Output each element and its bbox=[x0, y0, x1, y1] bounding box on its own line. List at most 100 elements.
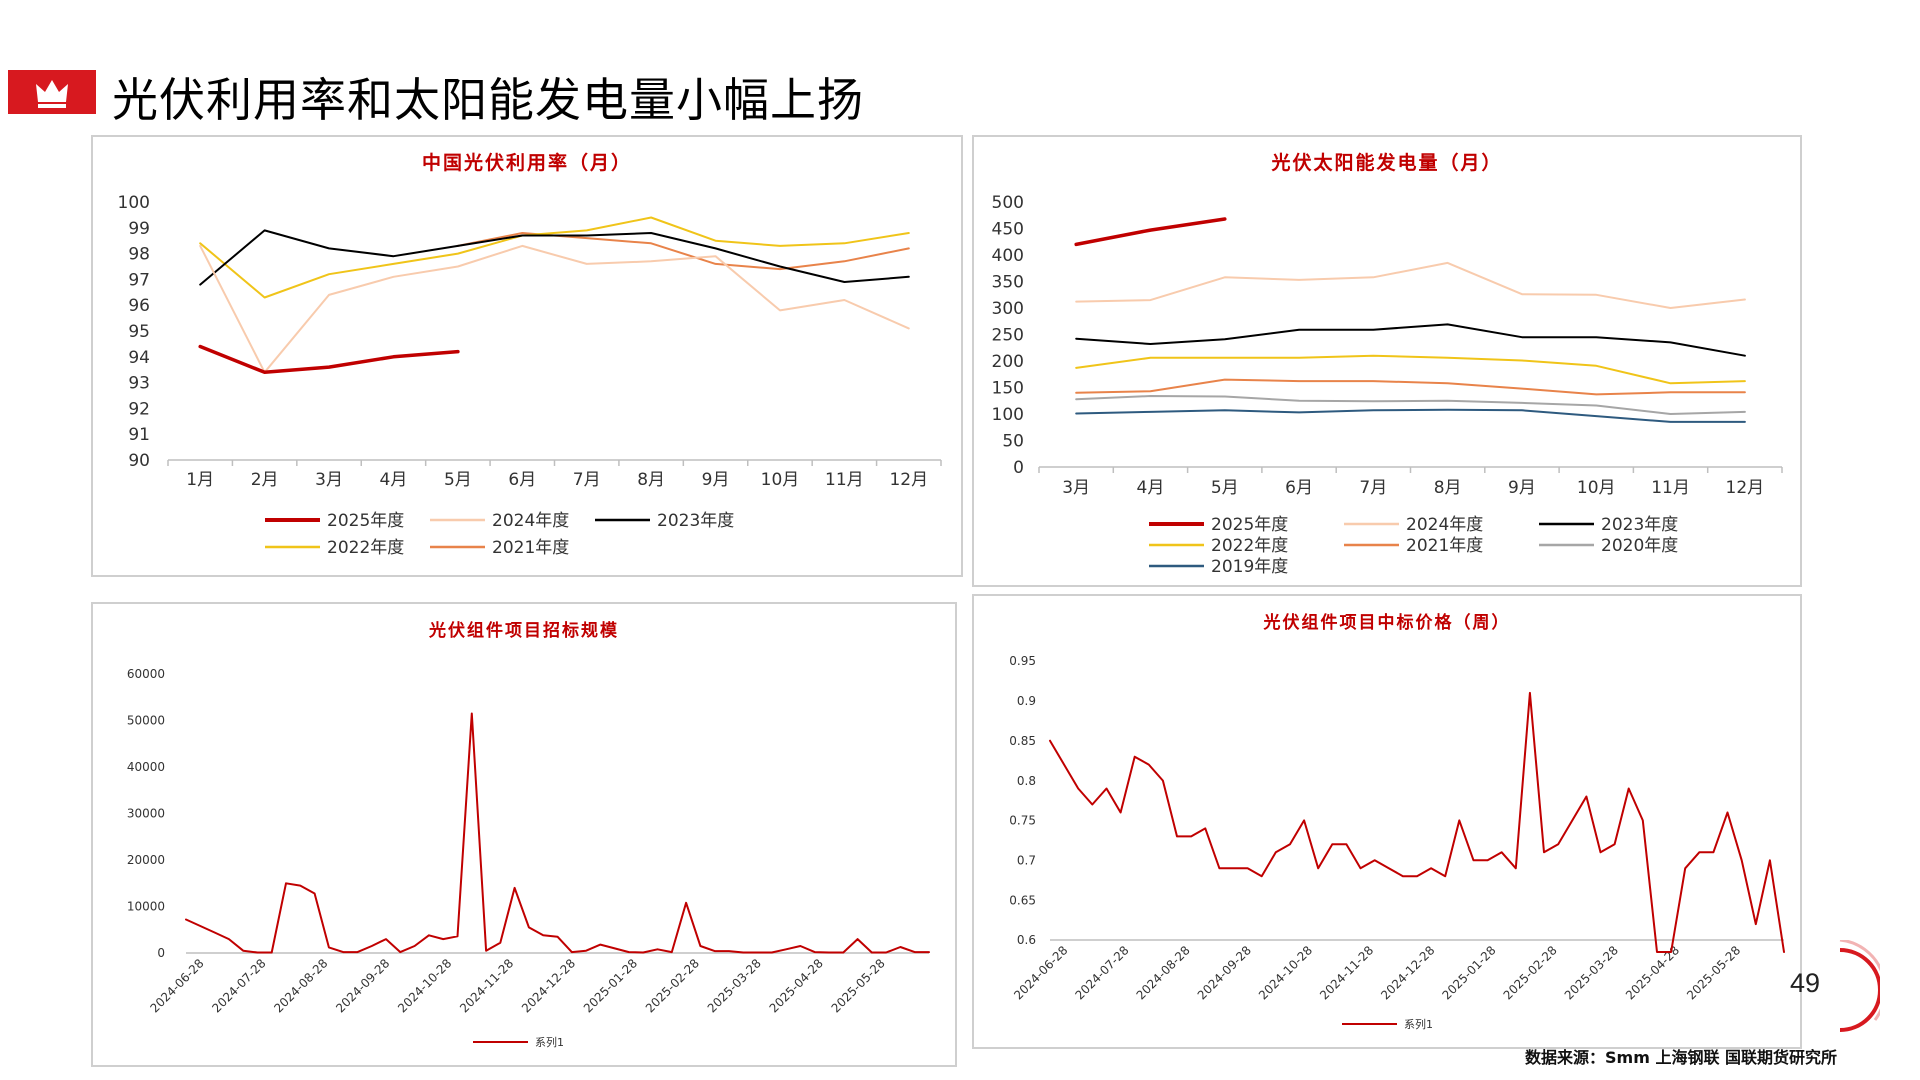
x-tick-label: 8月 bbox=[637, 470, 665, 490]
y-tick-label: 0.85 bbox=[1009, 734, 1036, 748]
y-tick-label: 400 bbox=[992, 246, 1024, 266]
y-tick-label: 95 bbox=[128, 322, 150, 342]
y-tick-label: 40000 bbox=[127, 760, 165, 774]
legend-label: 2025年度 bbox=[1211, 515, 1288, 535]
x-tick-label: 2025-01-28 bbox=[1439, 943, 1498, 1002]
chart-panel-tender-scale: 光伏组件项目招标规模 60000 50000 40000 30000 20000 10000… bbox=[91, 602, 957, 1067]
x-tick-label: 2024-11-28 bbox=[457, 956, 516, 1015]
y-tick-label: 20000 bbox=[127, 853, 165, 867]
tender-scale-chart: 光伏组件项目招标规模 60000 50000 40000 30000 20000 10000… bbox=[127, 620, 930, 1049]
series-line-2025年度 bbox=[198, 344, 460, 375]
x-tick-label: 8月 bbox=[1434, 478, 1462, 498]
x-tick-label: 2024-06-28 bbox=[1011, 943, 1070, 1002]
chart-panel-bid-price: 光伏组件项目中标价格（周） 0.95 0.9 0.85 0.8 0.75 0.7 0.65 0.… bbox=[972, 594, 1802, 1049]
page-number: 49 bbox=[1790, 968, 1821, 998]
y-tick-label: 0.6 bbox=[1017, 933, 1036, 947]
y-tick-label: 97 bbox=[128, 270, 150, 290]
y-tick-label: 0.9 bbox=[1017, 694, 1036, 708]
y-tick-label: 90 bbox=[128, 451, 150, 471]
x-tick-label: 10月 bbox=[1577, 478, 1616, 498]
series-line-2021年度 bbox=[1075, 378, 1746, 396]
series-line-2023年度 bbox=[1075, 323, 1746, 357]
series-line-2020年度 bbox=[1075, 395, 1746, 415]
series-line-2024年度 bbox=[199, 244, 910, 374]
y-tick-label: 93 bbox=[128, 374, 150, 394]
chart-title: 光伏太阳能发电量（月） bbox=[1270, 151, 1502, 174]
x-tick-label: 9月 bbox=[702, 470, 730, 490]
y-tick-label: 0 bbox=[157, 946, 165, 960]
chart-title: 光伏组件项目招标规模 bbox=[428, 620, 619, 641]
y-tick-label: 94 bbox=[128, 348, 150, 368]
y-tick-label: 0.65 bbox=[1009, 893, 1036, 907]
y-tick-label: 100 bbox=[118, 193, 150, 213]
x-tick-label: 2024-08-28 bbox=[271, 956, 330, 1015]
y-tick-label: 96 bbox=[128, 296, 150, 316]
y-tick-label: 350 bbox=[992, 272, 1024, 292]
legend-label: 系列1 bbox=[535, 1035, 564, 1049]
x-tick-label: 2025-03-28 bbox=[1562, 943, 1621, 1002]
x-tick-label: 4月 bbox=[1137, 478, 1165, 498]
series-line-2024年度 bbox=[1075, 261, 1746, 309]
x-tick-label: 3月 bbox=[1062, 478, 1090, 498]
x-tick-label: 6月 bbox=[1285, 478, 1313, 498]
x-tick-label: 2025-04-28 bbox=[767, 956, 826, 1015]
x-tick-label: 2024-12-28 bbox=[519, 956, 578, 1015]
x-tick-label: 2024-12-28 bbox=[1378, 943, 1437, 1002]
y-tick-label: 0.75 bbox=[1009, 814, 1036, 828]
series-line-系列1 bbox=[185, 712, 930, 954]
x-tick-label: 12月 bbox=[1726, 478, 1765, 498]
x-tick-label: 2025-02-28 bbox=[1501, 943, 1560, 1002]
x-tick-label: 9月 bbox=[1508, 478, 1536, 498]
chart-title: 光伏组件项目中标价格（周） bbox=[1263, 612, 1511, 633]
bid-price-chart: 光伏组件项目中标价格（周） 0.95 0.9 0.85 0.8 0.75 0.7 0.65 0.… bbox=[1009, 612, 1785, 1031]
y-tick-label: 100 bbox=[992, 405, 1024, 425]
y-tick-label: 98 bbox=[128, 245, 150, 265]
y-tick-label: 150 bbox=[992, 378, 1024, 398]
x-tick-label: 2024-10-28 bbox=[1256, 943, 1315, 1002]
x-tick-label: 2024-09-28 bbox=[333, 956, 392, 1015]
legend-label: 2022年度 bbox=[1211, 536, 1288, 556]
y-tick-label: 300 bbox=[992, 299, 1024, 319]
x-tick-label: 6月 bbox=[508, 470, 536, 490]
crown-badge bbox=[8, 70, 96, 114]
x-tick-label: 2025-02-28 bbox=[643, 956, 702, 1015]
x-tick-label: 2024-09-28 bbox=[1195, 943, 1254, 1002]
generation-chart: 光伏太阳能发电量（月）50045040035030025020015010050… bbox=[992, 151, 1783, 577]
x-tick-label: 2025-05-28 bbox=[829, 956, 888, 1015]
y-tick-label: 500 bbox=[992, 193, 1024, 213]
legend-label: 2021年度 bbox=[1406, 536, 1483, 556]
x-tick-label: 3月 bbox=[315, 470, 343, 490]
y-tick-label: 92 bbox=[128, 399, 150, 419]
x-tick-label: 7月 bbox=[573, 470, 601, 490]
legend-label: 2021年度 bbox=[492, 538, 569, 558]
y-tick-label: 50000 bbox=[127, 714, 165, 728]
x-tick-label: 2024-06-28 bbox=[147, 956, 206, 1015]
slide-header: 光伏利用率和太阳能发电量小幅上扬 bbox=[0, 48, 1920, 128]
x-tick-label: 2025-05-28 bbox=[1684, 943, 1743, 1002]
x-tick-label: 2024-11-28 bbox=[1317, 943, 1376, 1002]
series-line-系列1 bbox=[1049, 691, 1785, 953]
x-tick-label: 10月 bbox=[761, 470, 800, 490]
legend-label: 系列1 bbox=[1404, 1017, 1433, 1031]
x-tick-label: 2025-03-28 bbox=[705, 956, 764, 1015]
x-tick-label: 2024-07-28 bbox=[209, 956, 268, 1015]
legend-label: 2023年度 bbox=[657, 511, 734, 531]
x-tick-label: 5月 bbox=[1211, 478, 1239, 498]
crown-icon bbox=[36, 80, 68, 108]
y-tick-label: 10000 bbox=[127, 900, 165, 914]
chart-panel-utilization: 中国光伏利用率（月） 100 99 98 97 96 95 94 93 92 91 90 1月 2月 3月 4… bbox=[91, 135, 963, 577]
y-tick-label: 99 bbox=[128, 219, 150, 239]
x-tick-label: 11月 bbox=[1651, 478, 1690, 498]
x-tick-label: 4月 bbox=[380, 470, 408, 490]
legend-label: 2020年度 bbox=[1601, 536, 1678, 556]
y-tick-label: 0.7 bbox=[1017, 853, 1036, 867]
x-tick-label: 12月 bbox=[889, 470, 928, 490]
y-tick-label: 0 bbox=[1013, 458, 1024, 478]
x-tick-label: 2月 bbox=[251, 470, 279, 490]
legend-label: 2024年度 bbox=[492, 511, 569, 531]
legend-label: 2019年度 bbox=[1211, 557, 1288, 577]
utilization-chart: 中国光伏利用率（月） 100 99 98 97 96 95 94 93 92 91 90 1月 2月 3月 4… bbox=[118, 151, 942, 558]
legend-label: 2022年度 bbox=[327, 538, 404, 558]
y-tick-label: 50 bbox=[1002, 431, 1024, 451]
series-line-2023年度 bbox=[199, 229, 910, 286]
